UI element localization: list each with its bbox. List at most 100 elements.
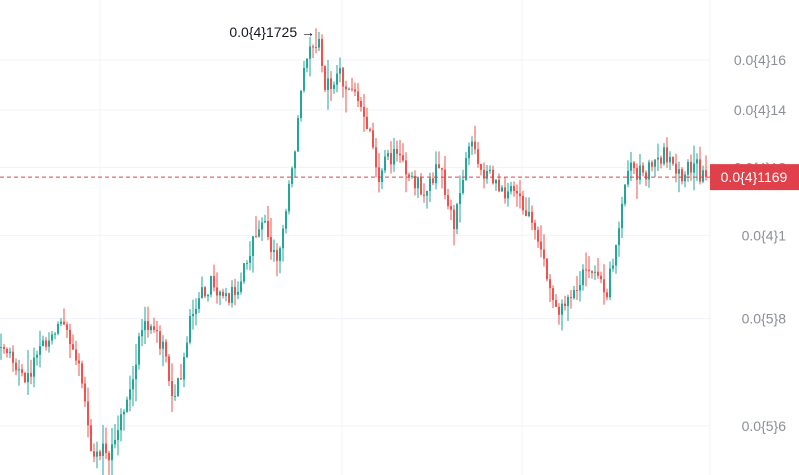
candle (420, 173, 422, 196)
candle (564, 295, 566, 311)
candle (303, 60, 305, 93)
candle (666, 137, 668, 168)
candle-body (396, 148, 398, 154)
price-tick-label: 0.0{5}8 (742, 311, 787, 327)
candle-body (405, 160, 407, 175)
candle (660, 155, 662, 169)
candle (108, 450, 110, 475)
candle-body (306, 58, 308, 68)
candle-body (186, 342, 188, 358)
candle-body (96, 451, 98, 457)
candle-body (180, 378, 182, 380)
candle-body (357, 91, 359, 101)
candle-body (444, 169, 446, 196)
candle-body (486, 170, 488, 179)
candle (333, 81, 335, 94)
candle (228, 292, 230, 306)
candle-body (48, 340, 50, 347)
candle-body (624, 184, 626, 204)
candle (525, 197, 527, 217)
candle-body (438, 164, 440, 169)
candle-body (324, 66, 326, 90)
candle (54, 332, 56, 340)
candle (57, 321, 59, 336)
candle-body (582, 269, 584, 286)
candle (504, 176, 506, 204)
candle (249, 241, 251, 271)
candle (6, 347, 8, 358)
candle-body (309, 46, 311, 59)
candle (324, 65, 326, 93)
candle (603, 264, 605, 305)
candle-body (498, 179, 500, 192)
candle-body (480, 163, 482, 170)
candle (522, 190, 524, 215)
candle-body (294, 151, 296, 169)
candle-body (681, 169, 683, 182)
candle (369, 127, 371, 133)
candle-body (60, 321, 62, 324)
candle-body (168, 356, 170, 382)
candle (306, 58, 308, 73)
candle-body (543, 249, 545, 259)
candle-body (366, 116, 368, 130)
candle-body (165, 341, 167, 357)
candle (492, 165, 494, 185)
candle-body (639, 165, 641, 180)
candle-body (519, 193, 521, 197)
candle (39, 330, 41, 368)
candle (411, 171, 413, 179)
candle-body (489, 169, 491, 171)
candle (399, 139, 401, 163)
candle-body (297, 117, 299, 152)
candle-body (363, 106, 365, 117)
candle-body (390, 152, 392, 165)
candle (495, 179, 497, 191)
candle-body (525, 210, 527, 217)
candle-body (249, 255, 251, 263)
candle-body (615, 245, 617, 266)
candle-body (348, 88, 350, 90)
candle-body (138, 336, 140, 365)
candle (15, 358, 17, 376)
candle-body (24, 372, 26, 383)
candle (309, 37, 311, 77)
high-price-label: 0.0{4}1725 → (229, 24, 315, 40)
candle-body (279, 248, 281, 261)
candle-body (522, 196, 524, 211)
candle (318, 31, 320, 51)
candle (462, 169, 464, 195)
candle (156, 321, 158, 343)
candle-body (156, 329, 158, 332)
candle (150, 323, 152, 334)
candle (372, 122, 374, 150)
candle-body (135, 364, 137, 380)
candle-body (687, 161, 689, 175)
candle (171, 363, 173, 412)
candle (435, 151, 437, 190)
candle (381, 168, 383, 189)
candle (111, 428, 113, 475)
candle (534, 219, 536, 240)
candle-body (258, 229, 260, 237)
candle-body (234, 286, 236, 295)
candle-body (9, 351, 11, 354)
candle (423, 183, 425, 203)
candle (72, 334, 74, 351)
candle-body (606, 292, 608, 298)
candle-body (84, 383, 86, 402)
candle-body (360, 100, 362, 107)
candle (144, 306, 146, 345)
candle-body (600, 275, 602, 280)
candle (138, 332, 140, 370)
candle-body (54, 333, 56, 335)
candle-body (423, 194, 425, 196)
candle-body (456, 204, 458, 230)
candle-body (504, 187, 506, 199)
candle-body (333, 84, 335, 89)
candle (282, 224, 284, 262)
candle-body (105, 443, 107, 453)
candle-body (21, 369, 23, 373)
candle-body (570, 297, 572, 299)
candle (618, 221, 620, 257)
